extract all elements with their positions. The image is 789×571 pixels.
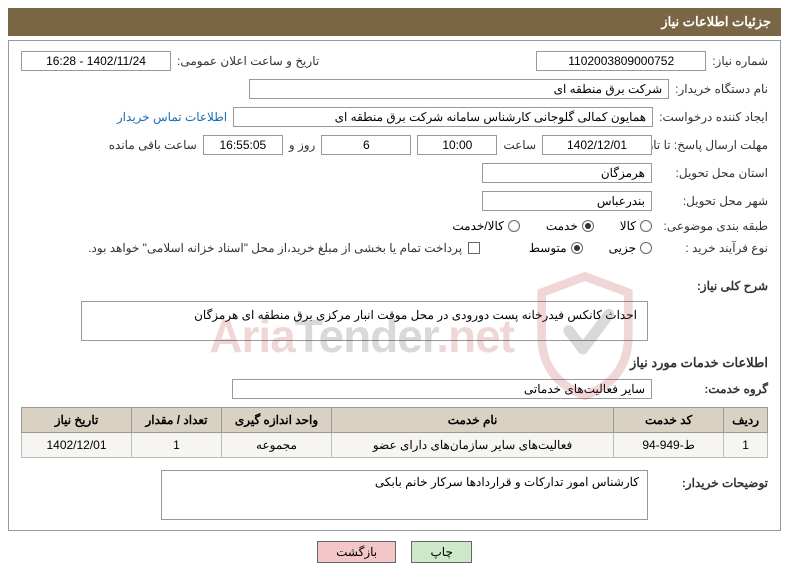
services-section-title: اطلاعات خدمات مورد نیاز (21, 355, 768, 371)
deadline-date: 1402/12/01 (542, 135, 652, 155)
province-label: استان محل تحویل: (658, 166, 768, 180)
buyer-desc-box: کارشناس امور تدارکات و قراردادها سرکار خ… (161, 470, 648, 520)
category-service-label: خدمت (546, 219, 578, 233)
clock-value: 16:55:05 (203, 135, 283, 155)
th-index: ردیف (724, 408, 768, 433)
th-date: تاریخ نیاز (22, 408, 132, 433)
category-goods-service-label: کالا/خدمت (452, 219, 503, 233)
days-and-label: روز و (289, 138, 316, 152)
category-goods-option[interactable]: کالا (620, 219, 652, 233)
service-group-label: گروه خدمت: (658, 382, 768, 396)
process-medium-option[interactable]: متوسط (529, 241, 583, 255)
print-button[interactable]: چاپ (411, 541, 471, 563)
category-service-option[interactable]: خدمت (546, 219, 594, 233)
service-group: سایر فعالیت‌های خدماتی (232, 379, 652, 399)
radio-icon (571, 242, 583, 254)
back-button[interactable]: بازگشت (317, 541, 396, 563)
table-row: 1 ط-949-94 فعالیت‌های سایر سازمان‌های دا… (22, 433, 768, 458)
cell-index: 1 (724, 433, 768, 458)
th-unit: واحد اندازه گیری (222, 408, 332, 433)
city: بندرعباس (482, 191, 652, 211)
cell-unit: مجموعه (222, 433, 332, 458)
buyer-org: شرکت برق منطقه ای (249, 79, 669, 99)
remaining-label: ساعت باقی مانده (109, 138, 197, 152)
payment-checkbox[interactable] (468, 242, 480, 254)
announce-value: 1402/11/24 - 16:28 (21, 51, 171, 71)
general-desc-box: احداث کانکس فیدرخانه پست دورودی در محل م… (81, 301, 648, 341)
deadline-time: 10:00 (417, 135, 497, 155)
radio-icon (582, 220, 594, 232)
requester: همایون کمالی گلوجانی کارشناس سامانه شرکت… (233, 107, 653, 127)
cell-date: 1402/12/01 (22, 433, 132, 458)
deadline-time-label: ساعت (503, 138, 536, 152)
requester-label: ایجاد کننده درخواست: (659, 110, 768, 124)
general-desc-text: احداث کانکس فیدرخانه پست دورودی در محل م… (194, 308, 637, 322)
days-remaining: 6 (321, 135, 411, 155)
th-code: کد خدمت (614, 408, 724, 433)
table-header-row: ردیف کد خدمت نام خدمت واحد اندازه گیری ت… (22, 408, 768, 433)
announce-label: تاریخ و ساعت اعلان عمومی: (177, 54, 319, 68)
page-title-bar: جزئیات اطلاعات نیاز (8, 8, 781, 36)
deadline-label: مهلت ارسال پاسخ: تا تاریخ: (658, 138, 768, 152)
buyer-desc-label: توضیحات خریدار: (658, 476, 768, 490)
process-label: نوع فرآیند خرید : (658, 241, 768, 255)
process-medium-label: متوسط (529, 241, 567, 255)
th-name: نام خدمت (332, 408, 614, 433)
category-goods-label: کالا (620, 219, 636, 233)
cell-name: فعالیت‌های سایر سازمان‌های دارای عضو (332, 433, 614, 458)
radio-icon (508, 220, 520, 232)
th-qty: تعداد / مقدار (132, 408, 222, 433)
buyer-org-label: نام دستگاه خریدار: (675, 82, 768, 96)
main-frame: AriaTender.net شماره نیاز: 1102003809000… (8, 40, 781, 531)
process-minor-label: جزیی (609, 241, 636, 255)
category-label: طبقه بندی موضوعی: (658, 219, 768, 233)
cell-qty: 1 (132, 433, 222, 458)
page-title: جزئیات اطلاعات نیاز (661, 14, 771, 29)
payment-note: پرداخت تمام یا بخشی از مبلغ خرید،از محل … (88, 241, 462, 255)
radio-icon (640, 242, 652, 254)
footer-buttons: چاپ بازگشت (8, 541, 781, 563)
province: هرمزگان (482, 163, 652, 183)
services-table: ردیف کد خدمت نام خدمت واحد اندازه گیری ت… (21, 407, 768, 458)
cell-code: ط-949-94 (614, 433, 724, 458)
general-desc-label: شرح کلی نیاز: (658, 279, 768, 293)
process-minor-option[interactable]: جزیی (609, 241, 652, 255)
need-number-label: شماره نیاز: (712, 54, 768, 68)
radio-icon (640, 220, 652, 232)
buyer-desc-text: کارشناس امور تدارکات و قراردادها سرکار خ… (375, 475, 639, 489)
contact-link[interactable]: اطلاعات تماس خریدار (117, 110, 227, 124)
city-label: شهر محل تحویل: (658, 194, 768, 208)
category-goods-service-option[interactable]: کالا/خدمت (452, 219, 519, 233)
need-number: 1102003809000752 (536, 51, 706, 71)
